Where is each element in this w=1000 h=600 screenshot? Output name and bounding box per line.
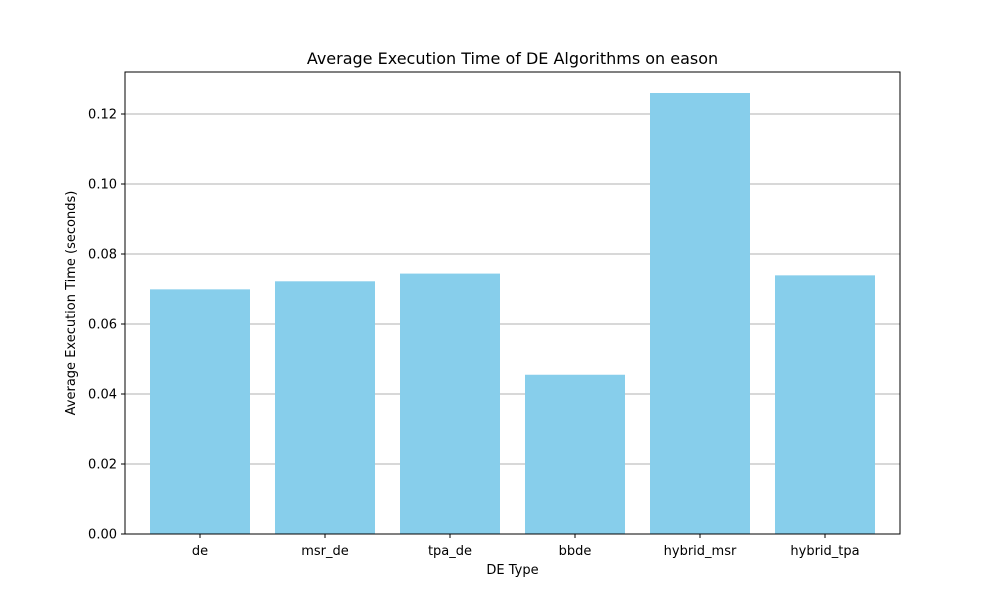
x-tick-label: hybrid_tpa	[790, 544, 859, 559]
y-gridlines	[125, 113, 900, 465]
y-tick-label: 0.08	[88, 248, 117, 263]
bar-hybrid-msr	[650, 93, 750, 534]
y-axis-label: Average Execution Time (seconds)	[64, 191, 79, 416]
bar-de	[150, 289, 250, 534]
x-axis-label: DE Type	[486, 563, 538, 578]
y-tick-label: 0.04	[88, 388, 117, 403]
chart-title: Average Execution Time of DE Algorithms …	[307, 49, 718, 68]
bar-msr-de	[275, 281, 375, 534]
x-tick-label: de	[192, 544, 208, 559]
y-tick-label: 0.10	[88, 178, 117, 193]
x-tick-label: hybrid_msr	[664, 544, 737, 559]
y-tick-label: 0.12	[88, 108, 117, 123]
bar-bbde	[525, 374, 625, 534]
bar-hybrid-tpa	[775, 275, 875, 534]
bars	[150, 93, 875, 534]
y-axis-ticks: 0.00 0.02 0.04 0.06 0.08 0.10 0.12	[88, 108, 125, 543]
x-tick-label: tpa_de	[428, 544, 472, 559]
x-axis-ticks: de msr_de tpa_de bbde hybrid_msr hybrid_tpa	[192, 534, 860, 559]
x-tick-label: bbde	[559, 544, 592, 559]
x-tick-label: msr_de	[301, 544, 349, 559]
plot-area-frame	[124, 71, 901, 535]
y-tick-label: 0.02	[88, 458, 117, 473]
bar-tpa-de	[400, 273, 500, 534]
y-tick-label: 0.00	[88, 528, 117, 543]
y-tick-label: 0.06	[88, 318, 117, 333]
